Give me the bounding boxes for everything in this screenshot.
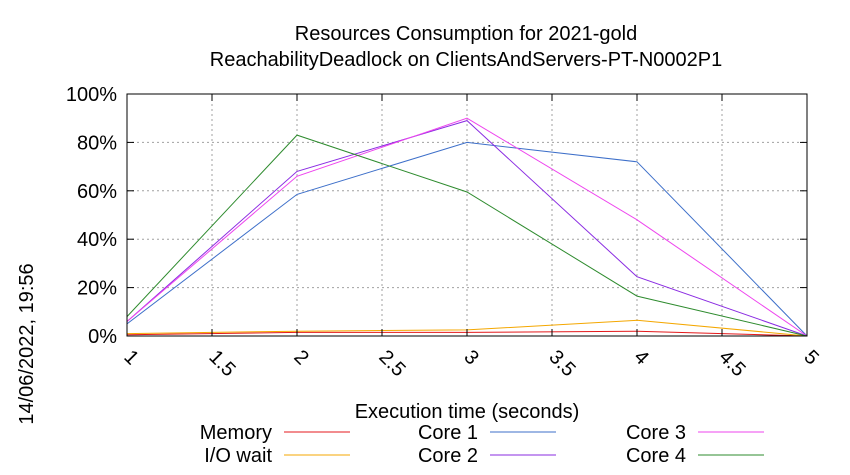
y-tick-label: 40% xyxy=(77,229,117,251)
x-axis-label: Execution time (seconds) xyxy=(355,401,580,423)
y-tick-labels: 0% 20% 40% 60% 80% 100% xyxy=(66,84,117,348)
timestamp-label: 14/06/2022, 19:56 xyxy=(16,263,38,424)
x-tick-label: 4 xyxy=(629,346,652,369)
y-tick-label: 100% xyxy=(66,84,117,106)
legend-label-core-3: Core 3 xyxy=(626,422,686,444)
y-tick-label: 0% xyxy=(88,326,117,348)
series-line-core-2 xyxy=(126,120,808,337)
axis-ticks xyxy=(126,93,808,337)
x-tick-label: 2 xyxy=(289,346,312,369)
grid-lines xyxy=(127,94,807,336)
series-line-core-4 xyxy=(126,134,808,337)
x-tick-label: 1.5 xyxy=(204,346,239,381)
x-tick-label: 3.5 xyxy=(544,346,579,381)
x-tick-labels: 1 1.5 2 2.5 3 3.5 4 4.5 5 xyxy=(119,346,822,381)
x-tick-label: 1 xyxy=(119,346,142,369)
y-tick-label: 60% xyxy=(77,181,117,203)
legend-label-core-4: Core 4 xyxy=(626,445,686,467)
y-tick-label: 20% xyxy=(77,278,117,300)
legend-label-core-1: Core 1 xyxy=(418,422,478,444)
x-tick-label: 2.5 xyxy=(374,346,409,381)
chart-title-line-1: Resources Consumption for 2021-gold xyxy=(295,23,637,45)
legend-label-memory: Memory xyxy=(200,422,272,444)
y-tick-label: 80% xyxy=(77,132,117,154)
legend-label-i-o-wait: I/O wait xyxy=(204,445,272,467)
x-tick-label: 4.5 xyxy=(714,346,749,381)
x-tick-label: 3 xyxy=(459,346,482,369)
series-line-core-1 xyxy=(126,141,808,337)
x-tick-label: 5 xyxy=(799,346,822,369)
chart-title-line-2: ReachabilityDeadlock on ClientsAndServer… xyxy=(210,49,722,71)
series-line-core-3 xyxy=(126,117,808,337)
legend-label-core-2: Core 2 xyxy=(418,445,478,467)
